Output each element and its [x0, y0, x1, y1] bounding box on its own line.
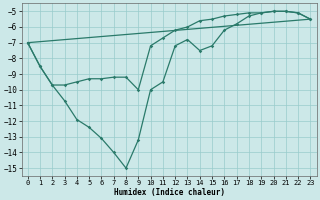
X-axis label: Humidex (Indice chaleur): Humidex (Indice chaleur) [114, 188, 225, 197]
